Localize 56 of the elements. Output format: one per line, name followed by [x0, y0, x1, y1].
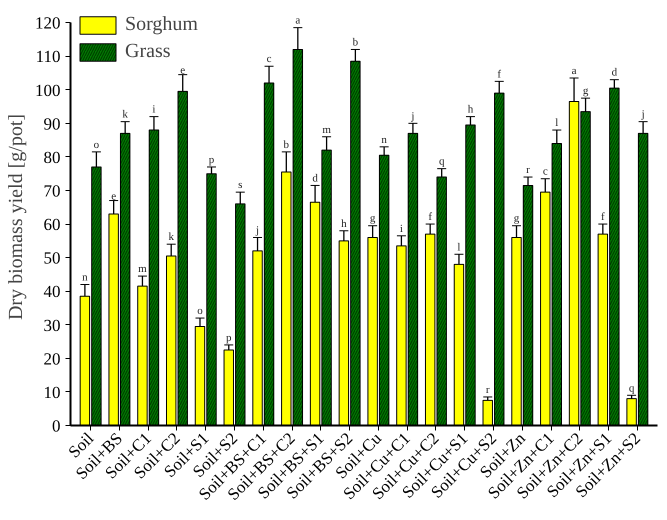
annotation: r: [526, 164, 530, 176]
annotation: f: [428, 211, 432, 224]
y-tick-label: 40: [44, 282, 60, 302]
y-tick-label: 110: [36, 47, 61, 66]
annotation: k: [168, 231, 174, 244]
annotation: k: [122, 108, 128, 121]
annotation: a: [295, 14, 300, 27]
annotation: r: [486, 384, 490, 396]
y-tick-label: 20: [44, 349, 60, 368]
y-tick-label: 70: [44, 181, 60, 200]
annotation: o: [197, 305, 204, 318]
annotation: g: [514, 212, 520, 225]
annotation: b: [284, 138, 290, 151]
annotation: n: [82, 271, 88, 284]
annotation: j: [410, 110, 414, 122]
annotation: i: [152, 104, 156, 116]
annotation: p: [226, 332, 232, 344]
legend-label: Grass: [125, 40, 171, 63]
y-tick-label: 80: [44, 148, 60, 167]
y-tick-label: 50: [44, 248, 60, 268]
annotation: i: [400, 222, 403, 235]
annotation: c: [542, 166, 548, 178]
annotation: d: [612, 66, 618, 79]
y-tick-label: 0: [52, 416, 60, 436]
y-tick-label: 120: [35, 14, 60, 33]
annotation: f: [497, 68, 502, 80]
y-tick-label: 60: [44, 215, 60, 234]
annotation: h: [341, 218, 348, 230]
annotation: a: [572, 65, 577, 77]
annotation: q: [438, 156, 445, 168]
annotation: j: [640, 108, 645, 121]
annotation: e: [180, 64, 186, 77]
y-tick-label: 30: [44, 316, 60, 335]
annotation: m: [138, 263, 148, 276]
annotation: d: [312, 172, 318, 184]
annotation: b: [352, 36, 359, 48]
annotation: n: [381, 134, 388, 146]
annotation: s: [238, 179, 242, 192]
y-tick-label: 90: [44, 114, 60, 134]
annotation: l: [457, 241, 460, 254]
annotation: e: [111, 190, 116, 203]
annotation: g: [582, 85, 589, 98]
annotation: g: [370, 212, 376, 225]
annotation: o: [94, 138, 100, 151]
y-tick-label: 100: [35, 80, 60, 100]
annotation: f: [600, 211, 605, 224]
y-tick-label: 10: [44, 382, 60, 402]
annotation: m: [322, 124, 332, 136]
annotation: h: [468, 104, 474, 116]
annotation: j: [255, 224, 260, 236]
annotation: p: [208, 154, 215, 166]
legend-label: Sorghum: [125, 13, 198, 36]
y-axis-title: Dry biomass yield [g/pot]: [5, 114, 27, 320]
annotation: l: [555, 117, 558, 130]
annotation: q: [628, 382, 635, 394]
annotation: c: [266, 53, 272, 66]
